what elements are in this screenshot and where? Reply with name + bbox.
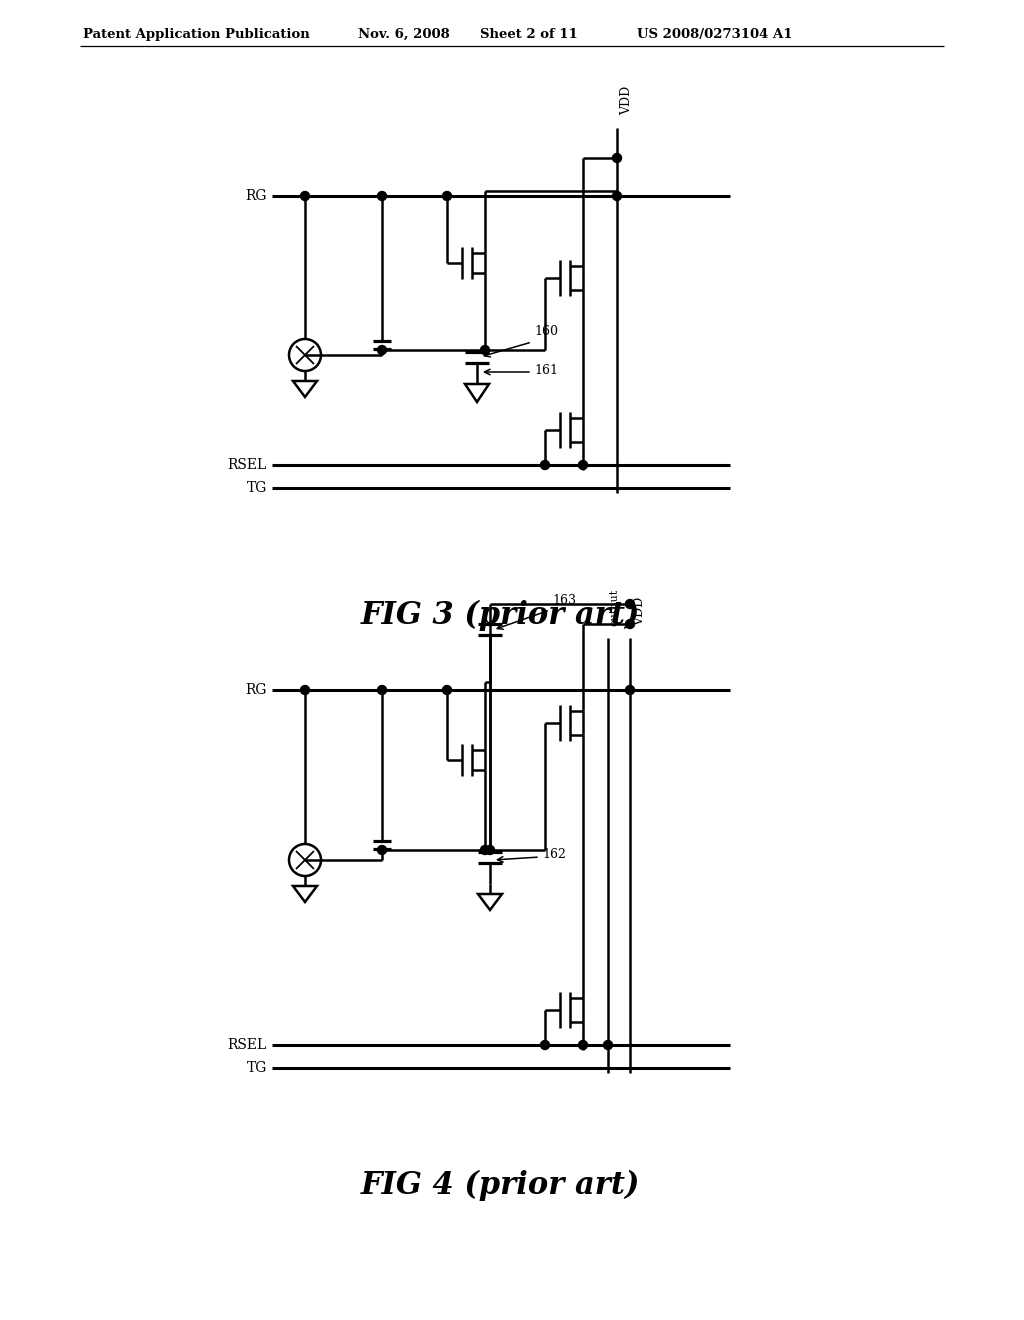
Circle shape	[541, 1040, 550, 1049]
Text: RSEL: RSEL	[227, 458, 267, 473]
Text: VDD: VDD	[633, 597, 646, 626]
Circle shape	[442, 191, 452, 201]
Text: FIG 3 (prior art): FIG 3 (prior art)	[360, 599, 640, 631]
Text: Patent Application Publication: Patent Application Publication	[83, 28, 309, 41]
Text: TG: TG	[247, 480, 267, 495]
Circle shape	[480, 846, 489, 854]
Text: RG: RG	[246, 682, 267, 697]
Circle shape	[378, 346, 386, 355]
Circle shape	[579, 461, 588, 470]
Circle shape	[603, 1040, 612, 1049]
Circle shape	[485, 846, 495, 854]
Circle shape	[480, 346, 489, 355]
Text: output: output	[610, 589, 620, 626]
Circle shape	[612, 191, 622, 201]
Text: VDD: VDD	[620, 86, 633, 115]
Circle shape	[541, 461, 550, 470]
Text: 162: 162	[542, 849, 566, 862]
Text: FIG 4 (prior art): FIG 4 (prior art)	[360, 1170, 640, 1201]
Text: RG: RG	[246, 189, 267, 203]
Text: RSEL: RSEL	[227, 1038, 267, 1052]
Text: 163: 163	[552, 594, 575, 607]
Circle shape	[612, 153, 622, 162]
Text: TG: TG	[247, 1061, 267, 1074]
Text: 160: 160	[534, 325, 558, 338]
Circle shape	[442, 685, 452, 694]
Circle shape	[378, 191, 386, 201]
Circle shape	[626, 599, 635, 609]
Text: 161: 161	[534, 363, 558, 376]
Circle shape	[626, 685, 635, 694]
Text: US 2008/0273104 A1: US 2008/0273104 A1	[637, 28, 793, 41]
Text: Sheet 2 of 11: Sheet 2 of 11	[480, 28, 578, 41]
Text: Nov. 6, 2008: Nov. 6, 2008	[358, 28, 450, 41]
Circle shape	[300, 191, 309, 201]
Circle shape	[579, 1040, 588, 1049]
Circle shape	[378, 685, 386, 694]
Circle shape	[378, 846, 386, 854]
Circle shape	[626, 619, 635, 628]
Circle shape	[300, 685, 309, 694]
